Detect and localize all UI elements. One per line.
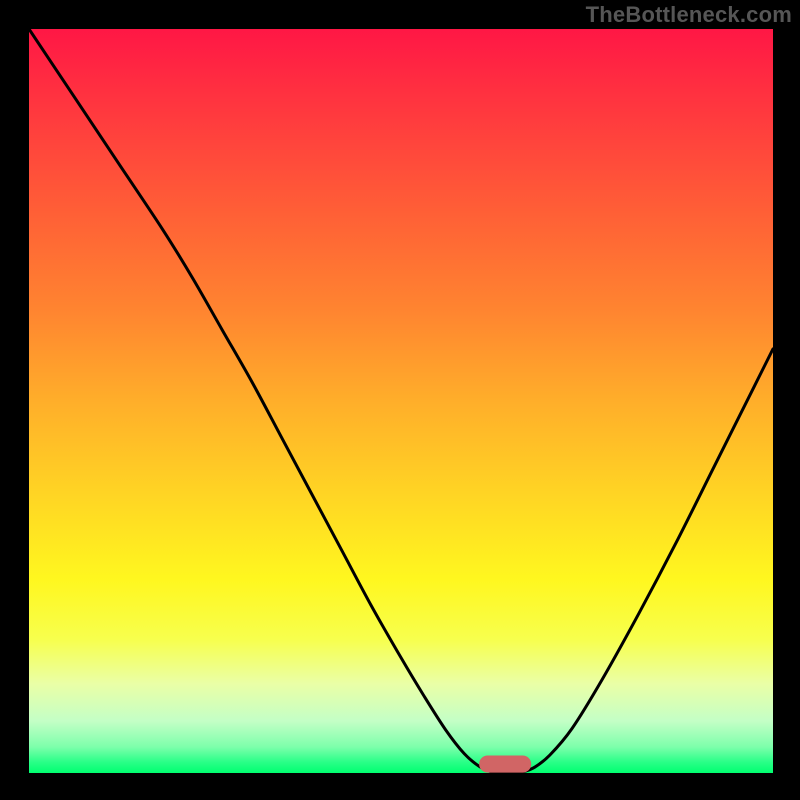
chart-container: TheBottleneck.com bbox=[0, 0, 800, 800]
bottleneck-chart-svg bbox=[29, 29, 773, 773]
optimum-marker bbox=[479, 756, 531, 773]
gradient-background bbox=[29, 29, 773, 773]
plot-area bbox=[29, 29, 773, 773]
watermark-text: TheBottleneck.com bbox=[586, 2, 792, 28]
